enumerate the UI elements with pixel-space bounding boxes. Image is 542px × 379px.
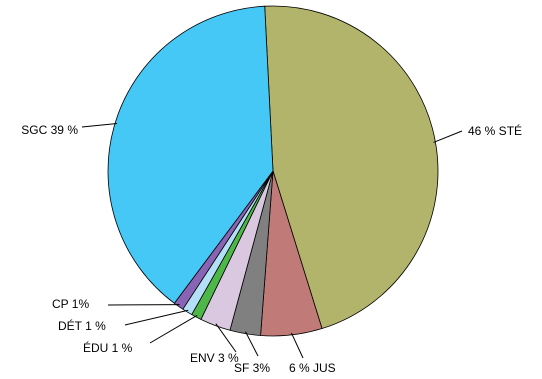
leader-line-1 <box>433 131 462 142</box>
leader-line-2 <box>291 333 303 358</box>
slice-label-2: 6 % JUS <box>289 361 336 374</box>
slice-label-6: DÉT 1 % <box>58 318 106 333</box>
slice-label-4: ENV 3 % <box>190 351 239 365</box>
slice-label-1: 46 % STÉ <box>468 123 522 138</box>
leader-line-6 <box>125 310 188 325</box>
slice-label-7: CP 1% <box>52 297 89 311</box>
leader-line-5 <box>150 315 197 343</box>
slices-layer <box>108 6 438 336</box>
slice-label-8: SGC 39 % <box>21 123 78 137</box>
leader-line-8 <box>82 124 117 127</box>
slice-label-3: SF 3% <box>234 361 270 374</box>
slice-label-5: ÉDU 1 % <box>83 340 133 355</box>
